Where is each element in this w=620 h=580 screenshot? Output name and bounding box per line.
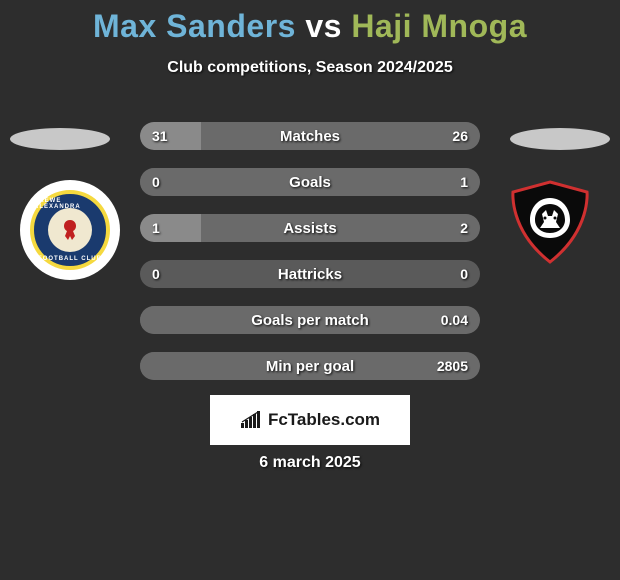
stat-label: Goals per match bbox=[140, 306, 480, 334]
stat-value-right: 2 bbox=[460, 214, 468, 242]
brand-text: FcTables.com bbox=[268, 410, 380, 430]
stat-bar: 0Goals1 bbox=[140, 168, 480, 196]
stat-bar: 31Matches26 bbox=[140, 122, 480, 150]
stat-label: Assists bbox=[140, 214, 480, 242]
player2-name: Haji Mnoga bbox=[351, 8, 527, 44]
player2-photo-placeholder bbox=[510, 128, 610, 150]
shield-icon bbox=[500, 180, 600, 264]
stat-value-right: 0.04 bbox=[441, 306, 468, 334]
club-badge-left: CREWE ALEXANDRA FOOTBALL CLUB bbox=[20, 180, 120, 280]
club-badge-left-ring: CREWE ALEXANDRA FOOTBALL CLUB bbox=[30, 190, 110, 270]
comparison-title: Max Sanders vs Haji Mnoga bbox=[0, 0, 620, 45]
player1-photo-placeholder bbox=[10, 128, 110, 150]
stat-bar: 0Hattricks0 bbox=[140, 260, 480, 288]
date-text: 6 march 2025 bbox=[0, 454, 620, 472]
subtitle: Club competitions, Season 2024/2025 bbox=[0, 59, 620, 77]
stat-value-right: 0 bbox=[460, 260, 468, 288]
vs-text: vs bbox=[305, 8, 342, 44]
stat-bar: Min per goal2805 bbox=[140, 352, 480, 380]
club-badge-right bbox=[500, 180, 600, 264]
stat-value-right: 1 bbox=[460, 168, 468, 196]
stat-label: Goals bbox=[140, 168, 480, 196]
club-left-text-top: CREWE ALEXANDRA bbox=[34, 198, 106, 210]
stats-container: 31Matches260Goals11Assists20Hattricks0Go… bbox=[140, 122, 480, 398]
bars-icon bbox=[240, 411, 262, 429]
stat-bar: Goals per match0.04 bbox=[140, 306, 480, 334]
lion-rampant-icon bbox=[56, 216, 84, 244]
club-badge-left-center bbox=[48, 208, 92, 252]
stat-label: Min per goal bbox=[140, 352, 480, 380]
stat-label: Matches bbox=[140, 122, 480, 150]
player1-name: Max Sanders bbox=[93, 8, 296, 44]
brand-box: FcTables.com bbox=[210, 395, 410, 445]
club-left-text-bottom: FOOTBALL CLUB bbox=[38, 256, 102, 262]
stat-value-right: 26 bbox=[452, 122, 468, 150]
stat-bar: 1Assists2 bbox=[140, 214, 480, 242]
stat-label: Hattricks bbox=[140, 260, 480, 288]
stat-value-right: 2805 bbox=[437, 352, 468, 380]
